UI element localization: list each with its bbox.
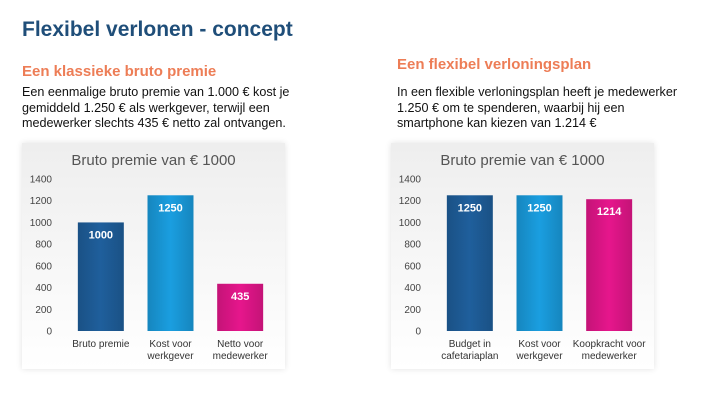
- y-tick-label: 0: [415, 327, 421, 338]
- x-category-label: Budget in cafetariaplan: [441, 339, 498, 362]
- x-category-line: Bruto premie: [72, 339, 130, 350]
- y-tick-label: 800: [35, 240, 52, 251]
- right-chart-svg: Bruto premie van € 1000 0 200 400 600 800 1000…: [399, 152, 646, 362]
- bar: [446, 195, 493, 331]
- x-category-label: Kost voor werkgever: [146, 339, 194, 362]
- right-bar-chart: Bruto premie van € 1000 0 200 400 600 800 1000…: [391, 143, 654, 369]
- bar: [516, 195, 563, 331]
- right-description: In een flexible verloningsplan heeft je …: [397, 85, 678, 130]
- y-tick-label: 1400: [399, 175, 422, 186]
- left-chart-svg: Bruto premie van € 1000 0 200 400 600 800 1000…: [30, 152, 269, 362]
- bar: [147, 195, 194, 331]
- x-category-label: Kost voor werkgever: [515, 339, 563, 362]
- left-subtitle: Een klassieke bruto premie: [22, 63, 217, 80]
- bar-value-label: 435: [231, 291, 249, 303]
- x-category-line: Kost voor: [518, 339, 561, 350]
- y-tick-label: 400: [35, 283, 52, 294]
- y-tick-label: 1400: [30, 175, 53, 186]
- left-description: Een eenmalige bruto premie van 1.000 € k…: [22, 85, 290, 130]
- bar: [217, 283, 264, 331]
- x-category-label: Netto voor medewerker: [213, 339, 269, 362]
- y-tick-label: 1200: [30, 196, 53, 207]
- y-tick-label: 0: [46, 327, 52, 338]
- x-category-line: Netto voor: [217, 339, 264, 350]
- y-tick-label: 1200: [399, 196, 422, 207]
- x-category-label: Koopkracht voor medewerker: [573, 339, 646, 362]
- bar-value-label: 1000: [89, 229, 113, 241]
- y-tick-label: 600: [35, 261, 52, 272]
- y-tick-label: 200: [35, 305, 52, 316]
- y-tick-label: 1000: [30, 218, 53, 229]
- x-category-line: Budget in: [449, 339, 491, 350]
- y-tick-label: 1000: [399, 218, 422, 229]
- bar: [586, 199, 633, 331]
- x-category-line: medewerker: [582, 351, 638, 362]
- y-tick-label: 400: [404, 283, 421, 294]
- x-category-line: cafetariaplan: [441, 351, 498, 362]
- right-subtitle: Een flexibel verloningsplan: [397, 56, 592, 73]
- bar-value-label: 1250: [458, 202, 482, 214]
- x-category-line: medewerker: [213, 351, 269, 362]
- bar-value-label: 1250: [527, 202, 551, 214]
- x-category-line: werkgever: [515, 351, 563, 362]
- x-category-line: werkgever: [146, 351, 194, 362]
- x-category-line: Koopkracht voor: [573, 339, 646, 350]
- y-tick-label: 800: [404, 240, 421, 251]
- bar-value-label: 1250: [158, 202, 182, 214]
- chart-title: Bruto premie van € 1000: [71, 152, 235, 169]
- slide-title: Flexibel verlonen - concept: [22, 18, 293, 41]
- x-category-label: Bruto premie: [72, 339, 130, 350]
- y-tick-label: 200: [404, 305, 421, 316]
- x-category-line: Kost voor: [149, 339, 192, 350]
- bar: [77, 222, 124, 331]
- y-tick-label: 600: [404, 261, 421, 272]
- bar-value-label: 1214: [597, 206, 622, 218]
- left-bar-chart: Bruto premie van € 1000 0 200 400 600 800 1000…: [22, 143, 285, 369]
- chart-title: Bruto premie van € 1000: [440, 152, 604, 169]
